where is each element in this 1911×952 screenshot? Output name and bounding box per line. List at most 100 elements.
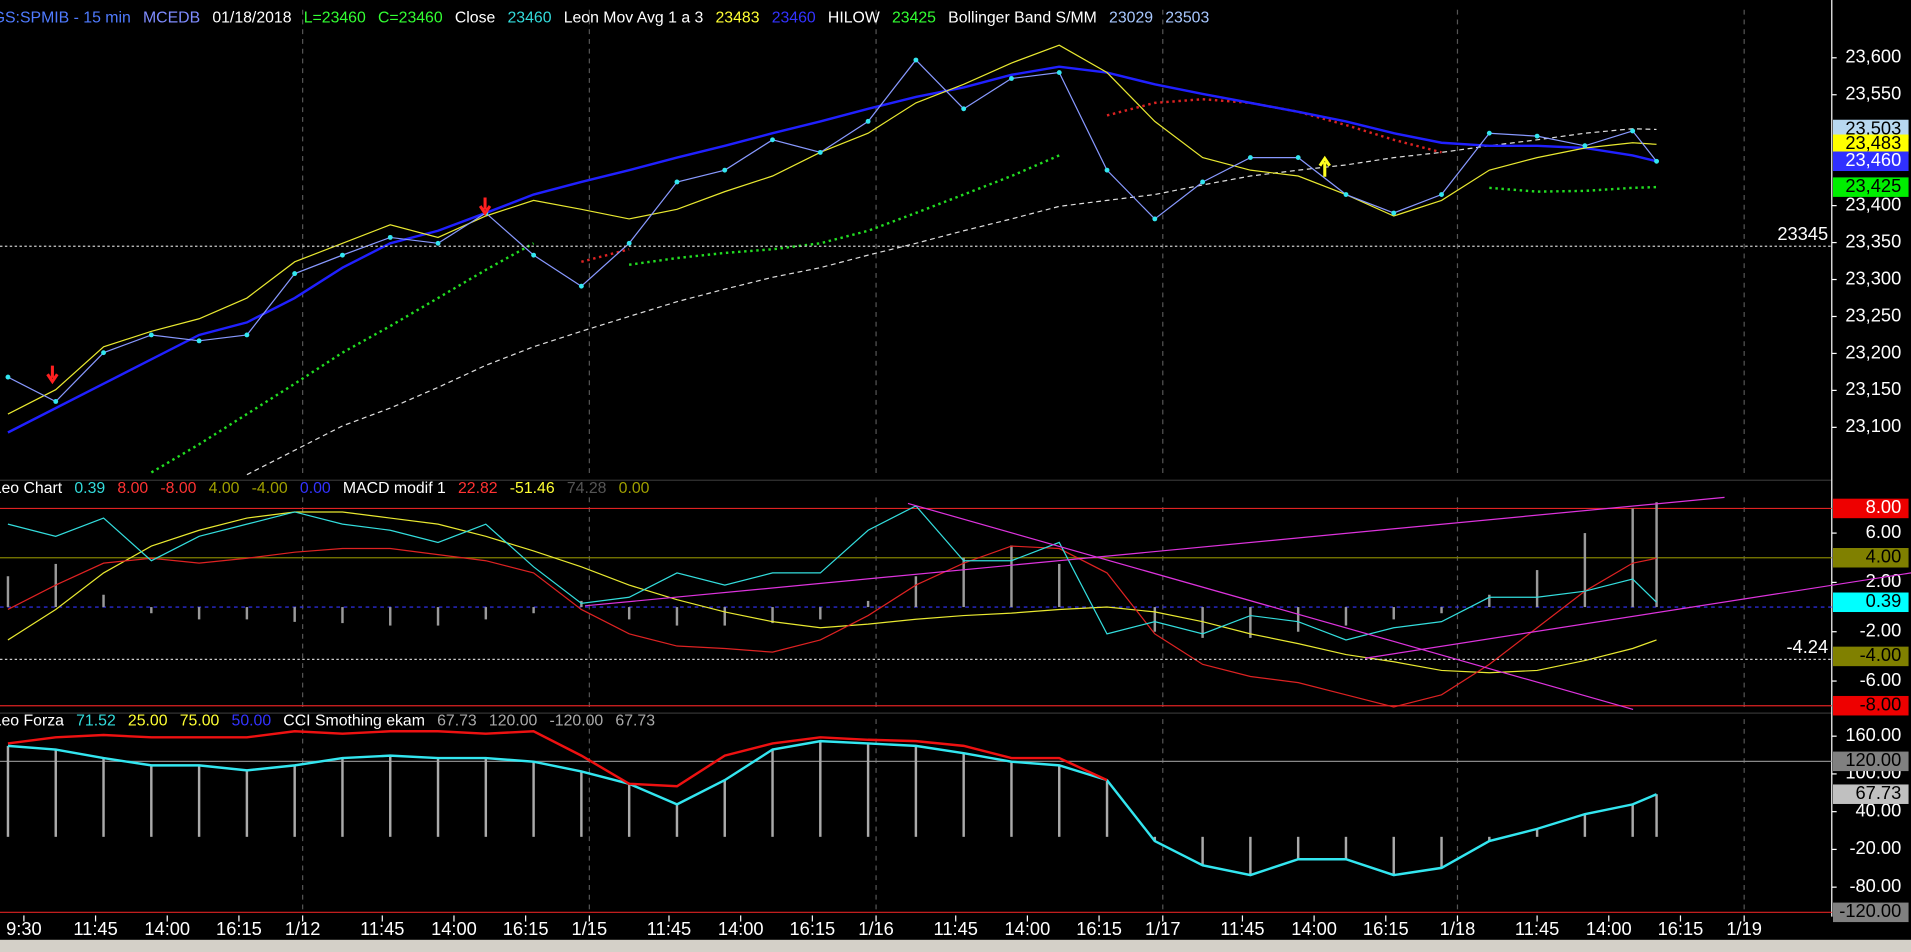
histogram-bar bbox=[1153, 607, 1157, 632]
price-point bbox=[1391, 210, 1397, 216]
price-point bbox=[1056, 70, 1062, 76]
histogram-bar bbox=[819, 741, 822, 837]
header-item: -4.00 bbox=[252, 480, 288, 497]
value-box-label: 23,425 bbox=[1845, 175, 1901, 196]
value-box-label: 120.00 bbox=[1845, 749, 1901, 770]
price-point bbox=[435, 240, 441, 246]
price-point bbox=[340, 252, 345, 258]
header-item: 23483 bbox=[716, 9, 760, 26]
price-point bbox=[722, 167, 728, 173]
x-tick-label: 16:15 bbox=[1076, 918, 1122, 939]
x-tick-label: 14:00 bbox=[1291, 918, 1337, 939]
histogram-bar bbox=[1010, 761, 1013, 837]
x-tick-label: 11:45 bbox=[1515, 918, 1559, 939]
header-item: L=23460 bbox=[304, 9, 366, 26]
header-item: 01/18/2018 bbox=[212, 9, 291, 26]
price-point bbox=[1200, 179, 1206, 185]
series-line bbox=[7, 545, 1657, 708]
histogram-bar bbox=[1392, 607, 1395, 620]
y-tick-label: -2.00 bbox=[1860, 620, 1902, 641]
header-item: Leo Chart bbox=[0, 480, 63, 497]
histogram-bar bbox=[1488, 836, 1491, 842]
y-tick-label: 23,200 bbox=[1845, 341, 1901, 362]
reference-label: -4.24 bbox=[1786, 636, 1828, 657]
header-item: -51.46 bbox=[510, 480, 555, 497]
value-box bbox=[1833, 784, 1909, 804]
histogram-bar bbox=[627, 783, 631, 837]
header-item: Close bbox=[455, 9, 496, 26]
x-tick-label: 1/19 bbox=[1726, 918, 1762, 939]
histogram-bar bbox=[245, 607, 249, 620]
header-item: Leon Mov Avg 1 a 3 bbox=[564, 9, 704, 26]
panel: 23,100 23,150 23,200 23,250 23,300 23,350 23,4… bbox=[0, 9, 1909, 476]
price-point bbox=[387, 234, 393, 240]
value-box bbox=[1833, 902, 1909, 923]
price-point bbox=[1009, 76, 1014, 81]
panel: 160.00100.0040.00-20.00-80.00120.0067.73… bbox=[0, 713, 1909, 939]
histogram-bar bbox=[771, 749, 774, 837]
buy-arrow bbox=[1318, 155, 1331, 177]
header-item: 67.73 bbox=[615, 713, 655, 730]
histogram-bar bbox=[1535, 828, 1539, 837]
histogram-bar bbox=[389, 607, 392, 626]
price-point bbox=[1582, 143, 1588, 149]
histogram-bar bbox=[1440, 607, 1443, 614]
histogram-bar bbox=[150, 607, 153, 614]
x-tick-label: 11:45 bbox=[360, 918, 404, 939]
y-tick-label: 23,550 bbox=[1845, 83, 1901, 104]
series-line bbox=[7, 511, 1657, 674]
histogram-bar bbox=[580, 600, 583, 608]
y-tick-label: 160.00 bbox=[1845, 724, 1901, 745]
price-point bbox=[196, 338, 202, 344]
y-tick-label: 23,250 bbox=[1845, 304, 1901, 325]
histogram-bar bbox=[1631, 804, 1634, 837]
histogram-bar bbox=[1344, 836, 1348, 860]
y-tick-label: 23,350 bbox=[1845, 230, 1901, 251]
header-item: MCEDB bbox=[143, 9, 200, 26]
x-tick-label: 16:15 bbox=[1363, 918, 1409, 939]
trend-line bbox=[907, 502, 1634, 711]
histogram-bar bbox=[819, 607, 822, 620]
histogram-bar bbox=[580, 771, 583, 837]
series-line bbox=[150, 154, 1657, 474]
histogram-bar bbox=[1105, 780, 1109, 837]
reference-label: 23345 bbox=[1777, 223, 1828, 244]
series-line bbox=[7, 739, 1658, 877]
histogram-bar bbox=[914, 745, 918, 837]
header-item: 120.00 bbox=[489, 713, 538, 730]
histogram-bar bbox=[341, 607, 344, 624]
price-point bbox=[1630, 128, 1636, 134]
price-point bbox=[578, 283, 584, 289]
histogram-bar bbox=[1583, 814, 1587, 837]
histogram-bar bbox=[1440, 836, 1443, 868]
x-tick-label: 11:45 bbox=[73, 918, 117, 939]
price-point bbox=[770, 137, 775, 143]
histogram-bar bbox=[6, 745, 10, 837]
header-item: 67.73 bbox=[437, 713, 477, 730]
y-tick-label: -80.00 bbox=[1849, 875, 1901, 896]
x-tick-label: 1/12 bbox=[285, 918, 321, 939]
histogram-bar bbox=[197, 765, 201, 837]
trend-line bbox=[1364, 572, 1911, 659]
histogram-bar bbox=[1296, 836, 1300, 860]
histogram-bar bbox=[341, 758, 344, 837]
histogram-bar bbox=[1249, 836, 1252, 876]
x-tick-label: 1/17 bbox=[1145, 918, 1181, 939]
header-item: Bollinger Band S/MM bbox=[948, 9, 1097, 26]
histogram-bar bbox=[1010, 545, 1013, 608]
header-item: 22.82 bbox=[458, 480, 498, 497]
header-item: GS:SPMIB - 15 min bbox=[0, 9, 131, 26]
price-point bbox=[817, 149, 823, 155]
histogram-bar bbox=[6, 576, 10, 608]
x-tick-label: 14:00 bbox=[1586, 918, 1632, 939]
x-tick-label: 16:15 bbox=[1658, 918, 1704, 939]
x-tick-label: 11:45 bbox=[647, 918, 691, 939]
value-box-label: 0.39 bbox=[1866, 590, 1902, 611]
trend-line bbox=[584, 496, 1725, 607]
panel-header: GS:SPMIB - 15 min MCEDB 01/18/2018 L=23460 C… bbox=[0, 9, 1209, 26]
y-tick-label: -6.00 bbox=[1860, 669, 1902, 690]
header-item: 75.00 bbox=[180, 713, 220, 730]
x-tick-label: 14:00 bbox=[431, 918, 477, 939]
value-box bbox=[1833, 177, 1909, 197]
value-box-label: 8.00 bbox=[1866, 496, 1902, 517]
